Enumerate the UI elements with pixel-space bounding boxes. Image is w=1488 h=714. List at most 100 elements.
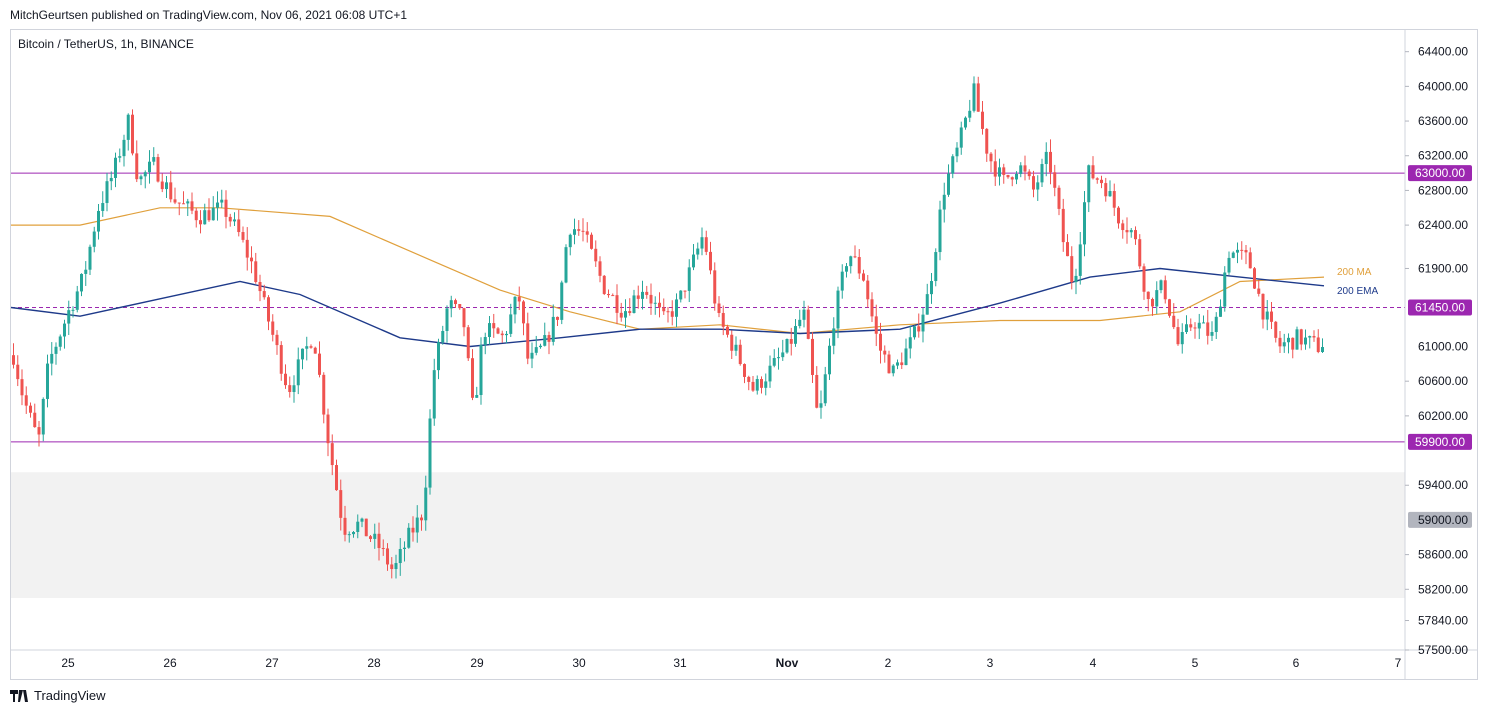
candle-up (534, 347, 538, 353)
candle-down (547, 335, 551, 342)
candle-up (105, 181, 109, 204)
candle-up (564, 247, 568, 283)
candle-down (1248, 252, 1252, 269)
candle-up (964, 117, 967, 128)
candle-up (356, 521, 360, 532)
candle-up (63, 323, 66, 337)
candle-up (1214, 316, 1218, 333)
candle-down (1278, 337, 1282, 347)
candle-up (560, 282, 564, 320)
candle-up (97, 210, 100, 232)
footer[interactable]: TradingView (10, 688, 106, 703)
candle-up (904, 348, 908, 366)
candle-up (479, 344, 483, 396)
candle-up (1265, 311, 1269, 320)
candle-up (1308, 336, 1312, 338)
candle-up (505, 333, 508, 336)
candle-up (1197, 322, 1201, 329)
candle-up (475, 395, 479, 398)
candle-down (607, 293, 610, 296)
candle-down (870, 299, 874, 317)
candle-up (1129, 230, 1133, 233)
candle-up (41, 398, 45, 435)
candle-down (1134, 230, 1137, 240)
candle-down (309, 346, 313, 348)
candle-up (930, 281, 933, 295)
x-tick-label: 31 (673, 656, 687, 670)
y-tick-label: 62400.00 (1418, 218, 1468, 232)
candle-down (615, 295, 619, 313)
candle-down (611, 295, 615, 297)
level-price-tag (1408, 165, 1472, 182)
candle-down (496, 328, 500, 334)
publisher-credit: MitchGeurtsen published on TradingView.c… (10, 8, 408, 22)
candle-down (726, 326, 729, 335)
candle-down (1257, 288, 1261, 294)
candle-down (1176, 327, 1180, 345)
candle-up (139, 176, 143, 180)
candle-down (713, 270, 717, 304)
candle-up (845, 266, 848, 272)
candle-up (75, 291, 79, 310)
candle-up (539, 345, 542, 348)
candle-down (1316, 337, 1320, 352)
candle-up (122, 139, 126, 157)
candle-up (700, 237, 704, 249)
candle-up (1227, 257, 1231, 273)
y-tick-label: 62800.00 (1418, 183, 1468, 197)
chart-title: Bitcoin / TetherUS, 1h, BINANCE (18, 37, 194, 51)
candle-up (840, 271, 844, 291)
candle-down (1010, 177, 1014, 180)
candle-down (29, 405, 32, 413)
candle-up (764, 381, 768, 388)
candle-down (815, 374, 819, 408)
candle-up (938, 209, 942, 253)
candle-down (454, 300, 457, 305)
gray-zone-layer (11, 472, 1405, 598)
candle-down (288, 385, 292, 393)
candle-down (330, 443, 334, 466)
candle-up (403, 547, 406, 550)
candle-up (781, 352, 785, 358)
candle-down (1100, 179, 1103, 184)
candle-down (1023, 165, 1027, 172)
candle-down (245, 239, 249, 258)
candle-up (432, 370, 436, 419)
candle-down (590, 234, 593, 249)
candle-up (734, 344, 738, 351)
candle-up (296, 359, 300, 386)
candle-up (679, 290, 683, 300)
candle-down (390, 564, 394, 570)
candle-down (335, 465, 338, 491)
candle-down (12, 355, 15, 365)
candle-up (58, 336, 62, 347)
footer-brand: TradingView (34, 688, 106, 703)
level-price-label: 63000.00 (1415, 166, 1465, 180)
candle-down (1193, 327, 1197, 329)
candle-down (917, 326, 921, 332)
level-price-tag (1408, 433, 1472, 450)
candle-down (1261, 293, 1265, 320)
candle-up (632, 295, 636, 314)
candle-down (1151, 299, 1154, 307)
candle-down (492, 323, 496, 329)
candle-up (1040, 164, 1044, 183)
candle-up (449, 300, 453, 309)
extra-price-tag (1408, 511, 1472, 528)
x-tick-label: 30 (572, 656, 586, 670)
candle-down (743, 364, 746, 377)
candle-down (326, 414, 330, 444)
candle-up (543, 335, 547, 346)
candle-down (1121, 223, 1125, 231)
candle-up (696, 248, 700, 255)
candle-up (114, 157, 117, 178)
candle-up (573, 229, 576, 235)
candle-up (1078, 244, 1082, 276)
candle-up (836, 290, 840, 329)
candle-down (1049, 151, 1052, 173)
candle-up (1210, 332, 1214, 336)
candle-up (1087, 165, 1091, 203)
candle-down (364, 518, 368, 537)
x-tick-label: 4 (1090, 656, 1097, 670)
